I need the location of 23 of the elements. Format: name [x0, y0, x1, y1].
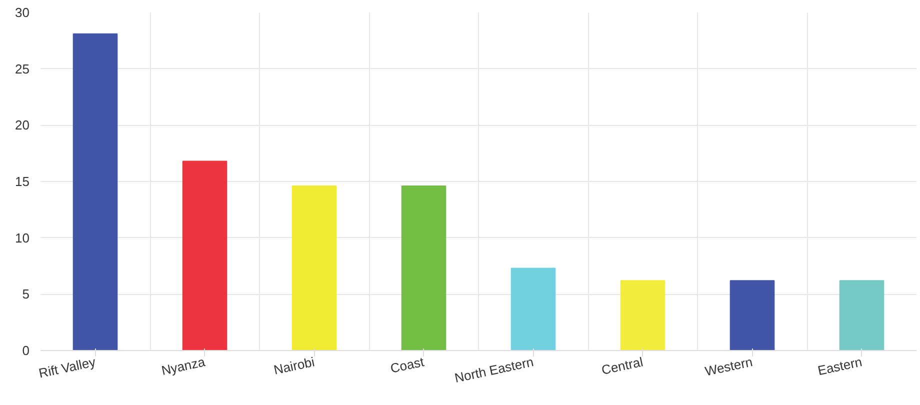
- y-tick-label: 25: [15, 61, 30, 76]
- x-tick-label: Nyanza: [160, 354, 208, 378]
- x-tick-label: Central: [600, 354, 644, 378]
- bar: [839, 280, 884, 350]
- x-tick-label: North Eastern: [453, 354, 535, 386]
- x-tick-label: Rift Valley: [37, 354, 98, 381]
- y-tick-label: 5: [22, 286, 30, 302]
- x-tick-label: Coast: [388, 354, 426, 376]
- x-tick-label: Western: [704, 354, 754, 379]
- x-tick-label: Nairobi: [272, 354, 316, 378]
- bar: [401, 186, 446, 350]
- y-tick-label: 10: [15, 230, 30, 246]
- bar: [292, 186, 337, 350]
- bar: [182, 160, 228, 350]
- bar: [510, 268, 556, 350]
- y-tick-label: 20: [15, 118, 30, 133]
- y-tick-label: 0: [22, 343, 30, 358]
- bar: [72, 33, 118, 350]
- y-tick-label: 30: [15, 5, 30, 20]
- x-tick-label: Eastern: [816, 354, 864, 378]
- y-tick-label: 15: [15, 174, 30, 189]
- bar: [730, 280, 775, 350]
- bar: [620, 280, 666, 350]
